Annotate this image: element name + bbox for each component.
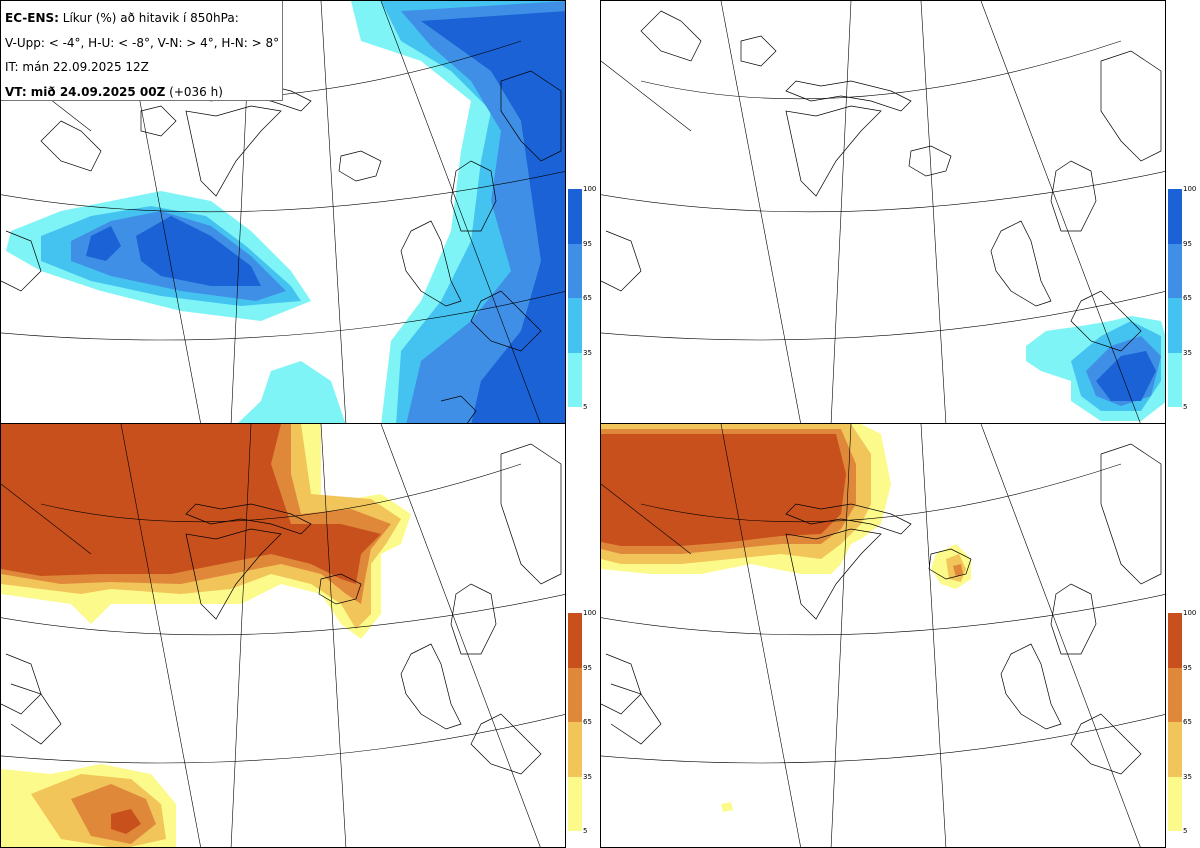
coastlines <box>601 443 1162 775</box>
tick-label-95: 95 <box>1183 664 1192 672</box>
tick-label-100: 100 <box>583 185 597 193</box>
map-panel-cold-minus8 <box>600 0 1166 424</box>
info-line-2: V-Upp: < -4°, H-U: < -8°, V-N: > 4°, H-N… <box>5 35 280 50</box>
tick-label-100: 100 <box>583 609 597 617</box>
tick-label-35: 35 <box>1183 349 1192 357</box>
coastlines <box>601 10 1162 352</box>
tick-label-5: 5 <box>583 827 588 835</box>
tick-label-95: 95 <box>583 240 592 248</box>
tick-label-95: 95 <box>583 664 592 672</box>
probability-field-cold <box>6 1 565 423</box>
graticule <box>1 424 565 847</box>
forecast-info-box: EC-ENS: Líkur (%) að hitavik í 850hPa: V… <box>1 1 283 101</box>
tick-label-65: 65 <box>1183 718 1192 726</box>
tick-label-5: 5 <box>583 403 588 411</box>
cbar-seg <box>568 298 582 353</box>
info-line-3: IT: mán 22.09.2025 12Z <box>5 60 149 74</box>
colorbar-warm-bottom-left <box>568 613 582 831</box>
tick-label-65: 65 <box>1183 294 1192 302</box>
colorbar-cold-top-right <box>1168 189 1182 407</box>
probability-field-warm <box>1 424 411 847</box>
info-line-4: VT: mið 24.09.2025 00Z (+036 h) <box>5 84 223 99</box>
cbar-seg <box>568 244 582 298</box>
tick-label-5: 5 <box>1183 827 1188 835</box>
map-svg <box>1 424 565 847</box>
map-panel-warm-plus8 <box>600 423 1166 848</box>
info-line-1: EC-ENS: Líkur (%) að hitavik í 850hPa: <box>5 11 239 25</box>
map-svg <box>1 1 565 423</box>
coastlines <box>1 443 562 775</box>
graticule <box>601 1 1165 423</box>
map-svg <box>601 424 1165 847</box>
tick-label-65: 65 <box>583 718 592 726</box>
colorbar-warm-bottom-right <box>1168 613 1182 831</box>
tick-label-35: 35 <box>1183 773 1192 781</box>
tick-label-100: 100 <box>1183 609 1197 617</box>
tick-label-35: 35 <box>583 349 592 357</box>
map-svg <box>601 1 1165 423</box>
tick-label-95: 95 <box>1183 240 1192 248</box>
probability-field-cold <box>1026 316 1165 421</box>
map-panel-warm-plus4 <box>0 423 566 848</box>
tick-label-35: 35 <box>583 773 592 781</box>
tick-label-65: 65 <box>583 294 592 302</box>
map-panel-cold-minus4: EC-ENS: Líkur (%) að hitavik í 850hPa: V… <box>0 0 566 424</box>
probability-field-warm <box>601 424 971 812</box>
graticule <box>601 424 1165 847</box>
colorbar-cold-top-left <box>568 189 582 407</box>
tick-label-100: 100 <box>1183 185 1197 193</box>
cbar-seg <box>568 189 582 244</box>
cbar-seg <box>568 353 582 407</box>
tick-label-5: 5 <box>1183 403 1188 411</box>
